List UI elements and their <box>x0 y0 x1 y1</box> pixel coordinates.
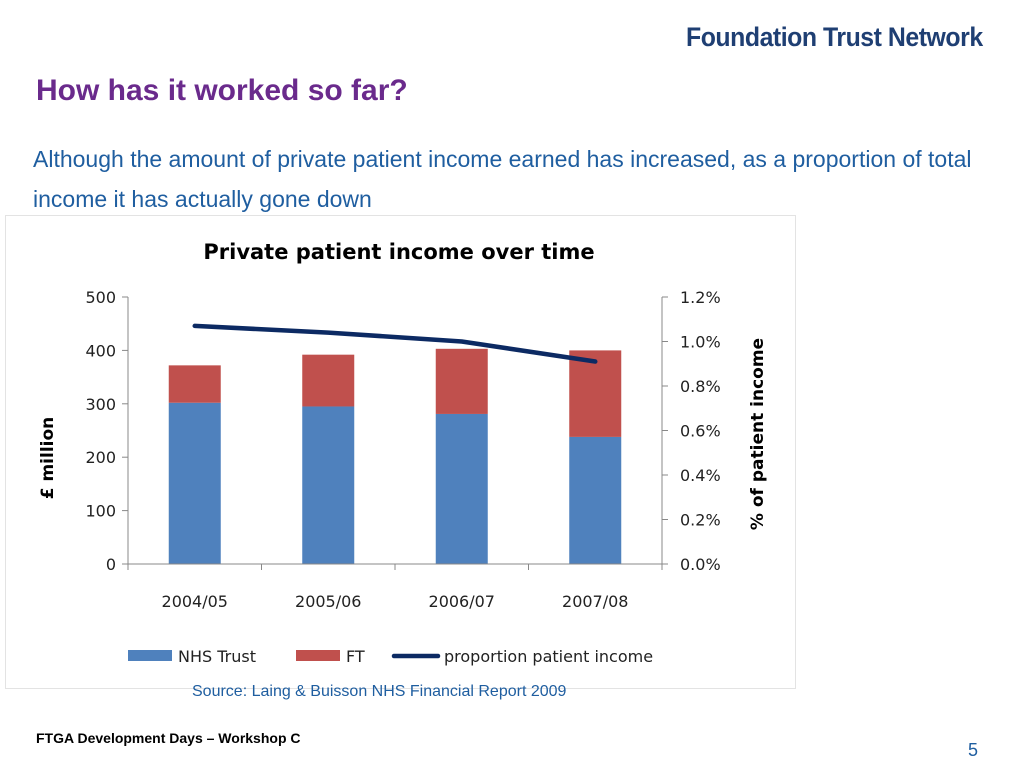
bar-nhs-trust-2005-06 <box>302 406 355 564</box>
y-tick-label: 0 <box>106 555 116 574</box>
bar-nhs-trust-2007-08 <box>569 436 622 564</box>
source-note: Source: Laing & Buisson NHS Financial Re… <box>192 683 567 700</box>
legend-swatch-nhs-trust <box>128 650 172 661</box>
x-tick-label: 2007/08 <box>562 592 628 611</box>
chart-legend: NHS Trust FT proportion patient income <box>128 647 653 666</box>
bar-nhs-trust-2004-05 <box>168 402 221 564</box>
y-tick-label: 200 <box>85 448 116 467</box>
slide-title: How has it worked so far? <box>36 74 408 107</box>
bar-nhs-trust-2006-07 <box>435 413 488 564</box>
page-number: 5 <box>968 740 979 760</box>
chart-container: Private patient income over time 0 100 200… <box>5 215 796 689</box>
legend-label-nhs-trust: NHS Trust <box>178 647 256 666</box>
axes-layer: 0 100 200 300 400 500 0.0% 0.2% 0.4% 0.6% 0.8% 1.0%… <box>85 288 720 611</box>
x-tick-label: 2004/05 <box>162 592 228 611</box>
bar-ft-2004-05 <box>168 365 221 403</box>
foundation-trust-network-logo: Foundation Trust Network <box>686 22 983 52</box>
legend-swatch-ft <box>296 650 340 661</box>
y2-tick-label: 0.0% <box>680 555 721 574</box>
bars-layer <box>168 348 622 564</box>
legend-label-ft: FT <box>346 647 365 666</box>
bar-ft-2007-08 <box>569 350 622 437</box>
line-layer <box>192 323 598 364</box>
x-tick-label: 2006/07 <box>429 592 495 611</box>
legend-label-proportion-patient-income: proportion patient income <box>444 647 653 666</box>
y2-tick-label: 0.8% <box>680 377 721 396</box>
y2-tick-label: 1.2% <box>680 288 721 307</box>
y-axis-title: £ million <box>38 417 58 500</box>
bar-ft-2006-07 <box>435 348 488 414</box>
y-tick-label: 300 <box>85 395 116 414</box>
y2-tick-label: 0.4% <box>680 466 721 485</box>
combo-chart: Private patient income over time 0 100 200… <box>38 240 768 666</box>
footer-event: FTGA Development Days – Workshop C <box>36 730 301 746</box>
y2-tick-label: 0.2% <box>680 511 721 530</box>
slide-subtitle: Although the amount of private patient i… <box>33 146 972 212</box>
y2-tick-label: 0.6% <box>680 422 721 441</box>
line-proportion-patient-income <box>192 323 598 364</box>
y-tick-label: 500 <box>85 288 116 307</box>
y2-tick-label: 1.0% <box>680 333 721 352</box>
y-tick-label: 400 <box>85 341 116 360</box>
bar-ft-2005-06 <box>302 354 355 407</box>
x-tick-label: 2005/06 <box>295 592 361 611</box>
y-tick-label: 100 <box>85 502 116 521</box>
chart-title: Private patient income over time <box>203 240 594 264</box>
y2-axis-title: % of patient income <box>748 338 768 530</box>
